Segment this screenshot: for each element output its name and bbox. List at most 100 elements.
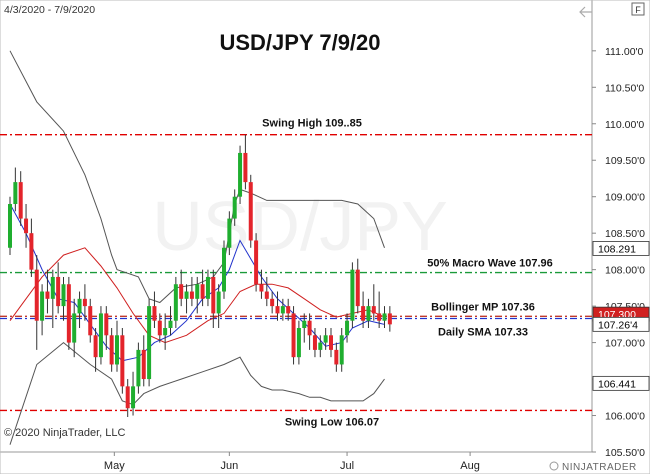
candle-body: [50, 276, 55, 299]
candle-body: [104, 313, 109, 336]
corner-badge-box: [631, 2, 645, 16]
candle-body: [286, 306, 291, 314]
level-label-bg: [278, 414, 386, 429]
level-label-bg: [429, 324, 537, 339]
candle-body: [350, 269, 355, 321]
candle-body: [34, 269, 39, 321]
x-tick-label: Jul: [340, 460, 354, 472]
candle-body: [120, 335, 125, 387]
candle-body: [275, 306, 280, 314]
level-label-bollinger-mp: Bollinger MP 107.36: [431, 301, 535, 313]
y-tick-label: 108.50'0: [605, 228, 645, 240]
sma-line: [9, 203, 385, 362]
level-label-macro-wave: 50% Macro Wave 107.96: [427, 258, 553, 270]
candle-body: [302, 320, 307, 328]
candle-body: [136, 349, 141, 387]
candle-body: [45, 291, 50, 299]
date-range: 4/3/2020 - 7/9/2020: [4, 4, 95, 16]
candle-body: [13, 182, 18, 204]
level-label-bg: [420, 299, 546, 314]
candle-body: [131, 386, 136, 409]
candle-body: [382, 313, 387, 321]
candle-body: [296, 328, 301, 358]
x-tick-label: May: [104, 460, 125, 472]
corner-badge: F: [635, 5, 641, 15]
y-tick-label: 108.00'0: [605, 265, 645, 277]
x-tick-label: Aug: [460, 460, 480, 472]
y-tick-label: 111.00'0: [605, 46, 644, 58]
candle-body: [109, 335, 114, 365]
candle-body: [157, 320, 162, 336]
candle-body: [82, 298, 87, 307]
candle-body: [141, 349, 146, 380]
candle-body: [61, 284, 66, 307]
candle-body: [227, 218, 232, 248]
level-label-swing-high: Swing High 109..85: [262, 118, 362, 130]
y-tick-label: 107.00'0: [605, 338, 645, 350]
candle-body: [66, 284, 71, 343]
level-label-daily-sma: Daily SMA 107.33: [438, 327, 528, 339]
price-box-108291-bg: [592, 241, 650, 256]
candle-body: [238, 152, 243, 197]
candle-body: [115, 335, 119, 365]
candle-body: [93, 335, 98, 358]
candle-body: [98, 313, 103, 358]
candle-body: [216, 291, 221, 314]
candle-body: [334, 349, 339, 365]
candle-body: [8, 204, 12, 248]
brand-name: NINJATRADER: [562, 462, 637, 473]
candle-body: [88, 306, 93, 336]
candle-body: [318, 342, 323, 350]
candle-body: [24, 218, 29, 234]
y-tick-label: 110.00'0: [605, 119, 644, 131]
candle-body: [184, 291, 189, 299]
candle-body: [211, 276, 216, 314]
candle-body: [232, 196, 237, 219]
candle-body: [18, 182, 23, 219]
chart-title: USD/JPY 7/9/20: [219, 30, 380, 55]
bollinger-mid-line: [9, 247, 385, 344]
candle-body: [254, 240, 259, 285]
level-label-bg: [252, 115, 372, 130]
candle-body: [345, 320, 350, 336]
candle-body: [173, 284, 178, 321]
price-box-108291: 108.291: [598, 243, 636, 255]
price-box-106441-bg: [592, 375, 650, 391]
candle-body: [323, 335, 328, 343]
candle-body: [243, 152, 248, 183]
candle-body: [377, 313, 382, 321]
candle-body: [189, 291, 194, 299]
y-tick-label: 109.50'0: [605, 155, 645, 167]
y-tick-label: 105.50'0: [605, 447, 645, 459]
y-tick-label: 110.50'0: [605, 82, 644, 94]
candle-body: [259, 284, 264, 292]
candle-body: [355, 269, 360, 307]
price-box-106441: 106.441: [598, 378, 636, 390]
candle-body: [312, 335, 317, 350]
x-tick-label: Jun: [220, 460, 238, 472]
candle-body: [168, 320, 173, 328]
brand-logo-icon: [549, 461, 559, 471]
copyright: © 2020 NinjaTrader, LLC: [4, 427, 125, 439]
bollinger-lower-band: [9, 341, 385, 445]
candle-body: [200, 284, 205, 299]
candle-body: [361, 306, 366, 321]
candle-body: [291, 313, 296, 358]
candle-body: [264, 291, 269, 299]
candle-body: [195, 284, 200, 299]
candle-body: [29, 233, 34, 270]
candle-body: [72, 313, 77, 343]
candle-body: [56, 276, 61, 307]
candle-body: [329, 335, 333, 350]
candle-body: [307, 320, 312, 336]
price-box-10726: 107.26'4: [598, 319, 638, 331]
candle-body: [387, 313, 392, 325]
candle-body: [366, 306, 371, 321]
candle-body: [248, 182, 253, 241]
price-box-10726-bg: [592, 316, 650, 332]
candle-body: [152, 306, 157, 321]
candle-body: [163, 328, 168, 336]
back-arrow-icon: [579, 6, 592, 18]
candle-body: [339, 335, 344, 365]
